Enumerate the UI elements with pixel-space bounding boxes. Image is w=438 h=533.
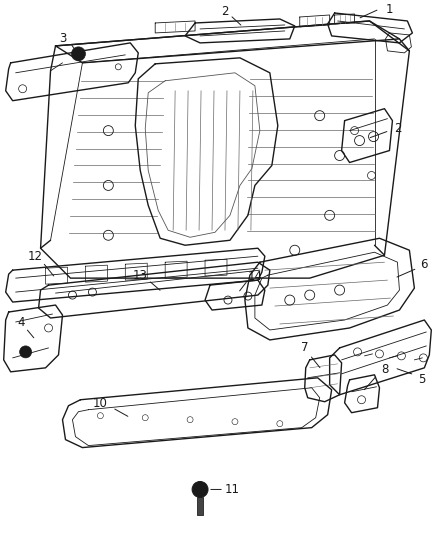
Bar	[197, 497, 203, 515]
Circle shape	[20, 346, 32, 358]
Text: 12: 12	[28, 249, 43, 263]
Text: 1: 1	[386, 3, 393, 15]
Text: 2: 2	[221, 5, 229, 19]
Text: 2: 2	[394, 122, 401, 135]
Text: 10: 10	[93, 397, 108, 410]
Text: 13: 13	[133, 269, 148, 281]
Text: 5: 5	[418, 373, 425, 386]
Circle shape	[195, 484, 205, 495]
Text: 6: 6	[420, 257, 428, 271]
Text: 7: 7	[301, 342, 308, 354]
Text: 14: 14	[247, 270, 262, 282]
Text: 11: 11	[224, 483, 240, 496]
Circle shape	[192, 481, 208, 497]
Text: 8: 8	[381, 364, 388, 376]
Text: 4: 4	[17, 317, 25, 329]
Text: 3: 3	[59, 33, 66, 45]
Circle shape	[71, 47, 85, 61]
